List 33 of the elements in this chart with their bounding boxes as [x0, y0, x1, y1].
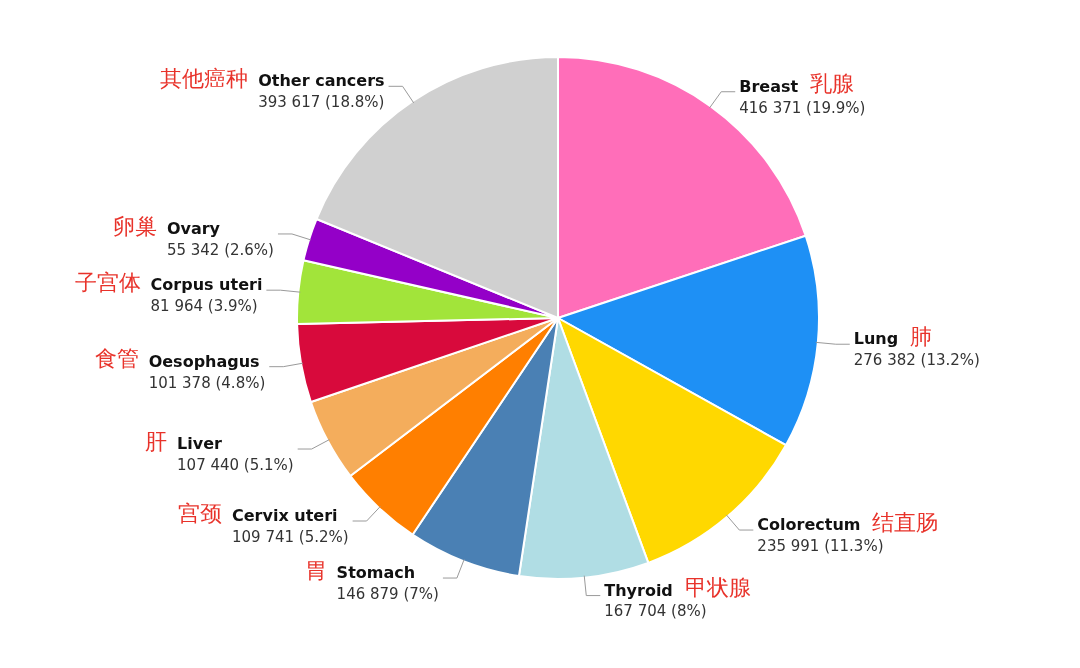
data-label: 109 741 (5.2%) [232, 527, 349, 546]
slice-label: Stomach [336, 563, 416, 583]
text: 宫颈 [178, 500, 222, 526]
data-label: 235 991 (11.3%) [757, 536, 884, 555]
slice-label: Corpus uteri [150, 275, 263, 295]
text: 乳腺 [810, 71, 855, 97]
text: 食管 [94, 346, 139, 372]
data-label: 167 704 (8%) [604, 602, 707, 621]
data-label: 101 378 (4.8%) [148, 373, 266, 392]
text: 结直肠 [872, 509, 939, 535]
data-label: 81 964 (3.9%) [150, 297, 258, 316]
data-label: 107 440 (5.1%) [177, 455, 294, 474]
slice-label: Liver [177, 434, 223, 454]
slice-label: Other cancers [258, 71, 385, 91]
data-label: 276 382 (13.2%) [853, 351, 980, 370]
slice-label: Ovary [166, 219, 221, 239]
slice-label: Colorectum [757, 515, 861, 535]
slice-label: Lung [853, 329, 899, 349]
data-label: 416 371 (19.9%) [739, 98, 866, 117]
text: 其他癌种 [160, 66, 249, 92]
text: 胃 [304, 557, 327, 583]
slice-label: Breast [739, 76, 799, 96]
data-label: 393 617 (18.8%) [258, 93, 385, 112]
slice-label: Thyroid [604, 580, 673, 600]
data-label: 55 342 (2.6%) [166, 240, 274, 259]
text: 肝 [145, 428, 168, 454]
text: 卵巢 [112, 213, 157, 239]
text: 子宫体 [74, 269, 141, 295]
slice-label: Oesophagus [148, 351, 260, 371]
text: 甲状腺 [684, 575, 751, 601]
slice-label: Cervix uteri [232, 506, 338, 526]
data-label: 146 879 (7%) [336, 584, 439, 603]
text: 肺 [910, 323, 933, 349]
